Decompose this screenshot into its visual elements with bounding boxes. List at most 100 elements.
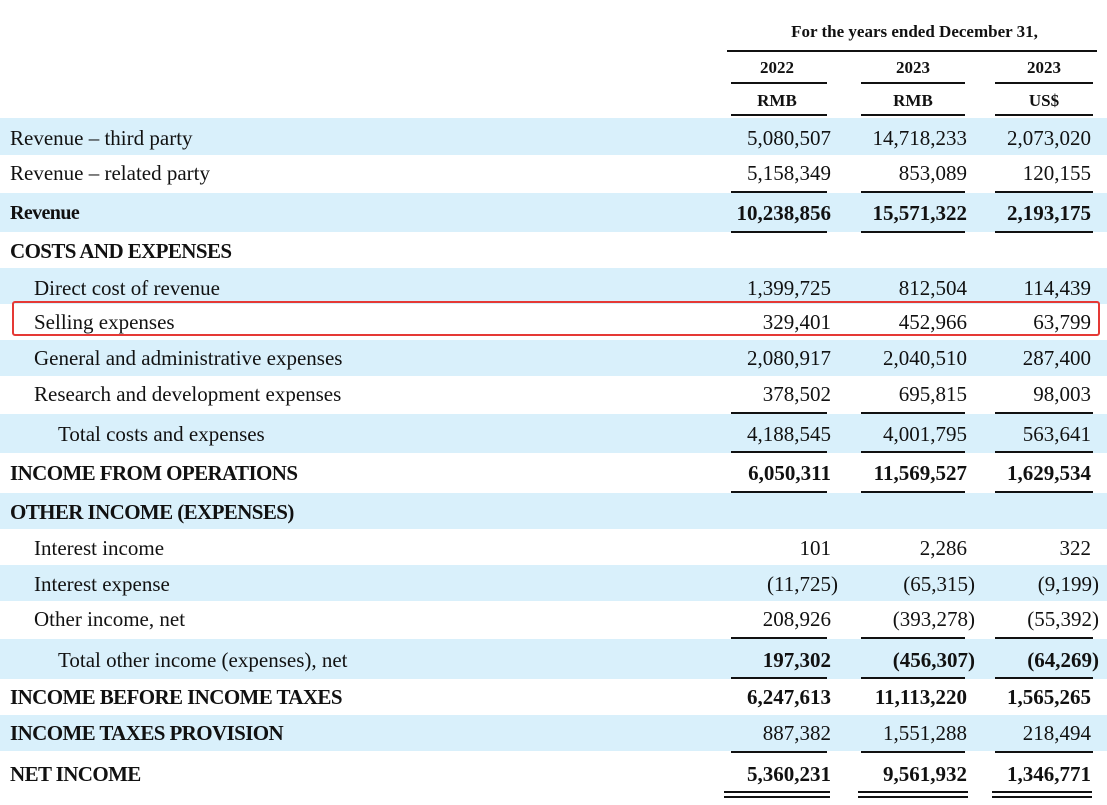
table-row: INCOME BEFORE INCOME TAXES 6,247,613 11,… <box>0 679 1107 715</box>
row-label: Interest expense <box>34 572 170 596</box>
section-heading-row: COSTS AND EXPENSES <box>0 232 1107 268</box>
double-underline <box>724 796 830 798</box>
table-row: Revenue – related party 5,158,349 853,08… <box>0 155 1107 192</box>
cell-2023-usd: 563,641 <box>1022 422 1091 446</box>
table-row: Revenue 10,238,856 15,571,322 2,193,175 <box>0 193 1107 232</box>
subtotal-rule <box>861 751 965 753</box>
row-label: Selling expenses <box>34 310 175 334</box>
cell-2022-rmb: 101 <box>799 536 832 560</box>
subtotal-rule <box>861 412 965 414</box>
table-row: Direct cost of revenue 1,399,725 812,504… <box>0 268 1107 304</box>
total-rule <box>731 231 827 233</box>
cell-2022-rmb: 6,050,311 <box>748 461 831 485</box>
year-rule-1 <box>731 82 827 84</box>
subtotal-rule <box>861 677 965 679</box>
row-label: Total costs and expenses <box>58 422 265 446</box>
row-label: NET INCOME <box>10 762 141 786</box>
cell-2022-rmb: 329,401 <box>762 310 831 334</box>
currency-rule-3 <box>995 114 1093 116</box>
row-label: Total other income (expenses), net <box>58 648 348 672</box>
year-rule-2 <box>861 82 965 84</box>
row-label: Revenue <box>10 202 80 224</box>
cell-2022-rmb: 1,399,725 <box>747 276 831 300</box>
currency-rule-2 <box>861 114 965 116</box>
column-year-1: 2022 <box>760 58 794 77</box>
cell-2023-usd: 1,346,771 <box>1007 762 1091 786</box>
table-row: Total other income (expenses), net 197,3… <box>0 639 1107 679</box>
cell-2023-usd: 98,003 <box>1033 382 1091 406</box>
double-underline <box>858 791 968 793</box>
cell-2023-usd: 114,439 <box>1023 276 1091 300</box>
subtotal-rule <box>995 751 1093 753</box>
cell-2023-usd: 2,193,175 <box>1007 201 1091 225</box>
cell-2023-rmb: 14,718,233 <box>872 126 968 150</box>
subtotal-rule <box>995 451 1093 453</box>
subtotal-rule <box>861 191 965 193</box>
total-rule <box>995 231 1093 233</box>
table-row: INCOME FROM OPERATIONS 6,050,311 11,569,… <box>0 453 1107 493</box>
row-label: INCOME BEFORE INCOME TAXES <box>10 685 343 709</box>
table-row: Research and development expenses 378,50… <box>0 376 1107 412</box>
cell-2022-rmb: 197,302 <box>762 648 831 672</box>
cell-2023-rmb: 11,569,527 <box>873 461 967 485</box>
cell-2023-rmb: 4,001,795 <box>883 422 967 446</box>
table-row: Selling expenses 329,401 452,966 63,799 <box>0 304 1107 340</box>
subtotal-rule <box>861 637 965 639</box>
subtotal-rule <box>731 191 827 193</box>
row-label: Revenue – related party <box>10 161 210 185</box>
column-currency-1: RMB <box>757 91 797 110</box>
cell-2022-rmb: 5,360,231 <box>747 762 831 786</box>
table-row: Interest income 101 2,286 322 <box>0 529 1107 565</box>
subtotal-rule <box>731 412 827 414</box>
cell-2023-usd: 218,494 <box>1022 721 1091 745</box>
cell-2023-usd: 63,799 <box>1033 310 1091 334</box>
total-rule <box>731 491 827 493</box>
subtotal-rule <box>731 751 827 753</box>
cell-2022-rmb: 2,080,917 <box>747 346 831 370</box>
cell-2022-rmb: 378,502 <box>762 382 831 406</box>
section-heading: OTHER INCOME (EXPENSES) <box>10 500 294 524</box>
row-label: INCOME TAXES PROVISION <box>10 721 284 745</box>
double-underline <box>858 796 968 798</box>
row-label: Revenue – third party <box>10 126 193 150</box>
cell-2022-rmb: 4,188,545 <box>747 422 831 446</box>
cell-2022-rmb: 6,247,613 <box>747 685 831 709</box>
subtotal-rule <box>731 637 827 639</box>
row-label: INCOME FROM OPERATIONS <box>10 461 298 485</box>
cell-2023-rmb: 15,571,322 <box>872 201 968 225</box>
subtotal-rule <box>861 451 965 453</box>
column-year-3: 2023 <box>1027 58 1061 77</box>
cell-2023-rmb: (393,278) <box>892 607 975 631</box>
row-label: Research and development expenses <box>34 382 342 406</box>
cell-2023-usd: (55,392) <box>1027 607 1099 631</box>
table-row: Revenue – third party 5,080,507 14,718,2… <box>0 118 1107 155</box>
row-label: Interest income <box>34 536 165 560</box>
subtotal-rule <box>995 191 1093 193</box>
section-heading: COSTS AND EXPENSES <box>10 239 232 263</box>
cell-2022-rmb: 5,080,507 <box>747 126 831 150</box>
cell-2023-rmb: (456,307) <box>892 648 975 672</box>
subtotal-rule <box>995 677 1093 679</box>
column-currency-2: RMB <box>893 91 933 110</box>
table-row: General and administrative expenses 2,08… <box>0 340 1107 376</box>
cell-2023-usd: 2,073,020 <box>1007 126 1091 150</box>
cell-2023-usd: 287,400 <box>1022 346 1091 370</box>
cell-2023-rmb: 695,815 <box>898 382 967 406</box>
cell-2023-usd: 120,155 <box>1022 161 1091 185</box>
cell-2023-rmb: 812,504 <box>898 276 967 300</box>
cell-2023-rmb: (65,315) <box>903 572 975 596</box>
row-label: Direct cost of revenue <box>34 276 220 300</box>
subtotal-rule <box>731 451 827 453</box>
table-row: NET INCOME 5,360,231 9,561,932 1,346,771 <box>0 753 1107 793</box>
cell-2023-usd: 1,565,265 <box>1007 685 1091 709</box>
row-label: General and administrative expenses <box>34 346 343 370</box>
total-rule <box>995 491 1093 493</box>
table-row: Other income, net 208,926 (393,278) (55,… <box>0 601 1107 637</box>
table-row: INCOME TAXES PROVISION 887,382 1,551,288… <box>0 715 1107 751</box>
cell-2022-rmb: (11,725) <box>767 572 838 596</box>
cell-2023-usd: (64,269) <box>1027 648 1099 672</box>
cell-2022-rmb: 887,382 <box>762 721 831 745</box>
cell-2023-rmb: 2,040,510 <box>883 346 967 370</box>
currency-rule-1 <box>731 114 827 116</box>
double-underline <box>992 791 1092 793</box>
